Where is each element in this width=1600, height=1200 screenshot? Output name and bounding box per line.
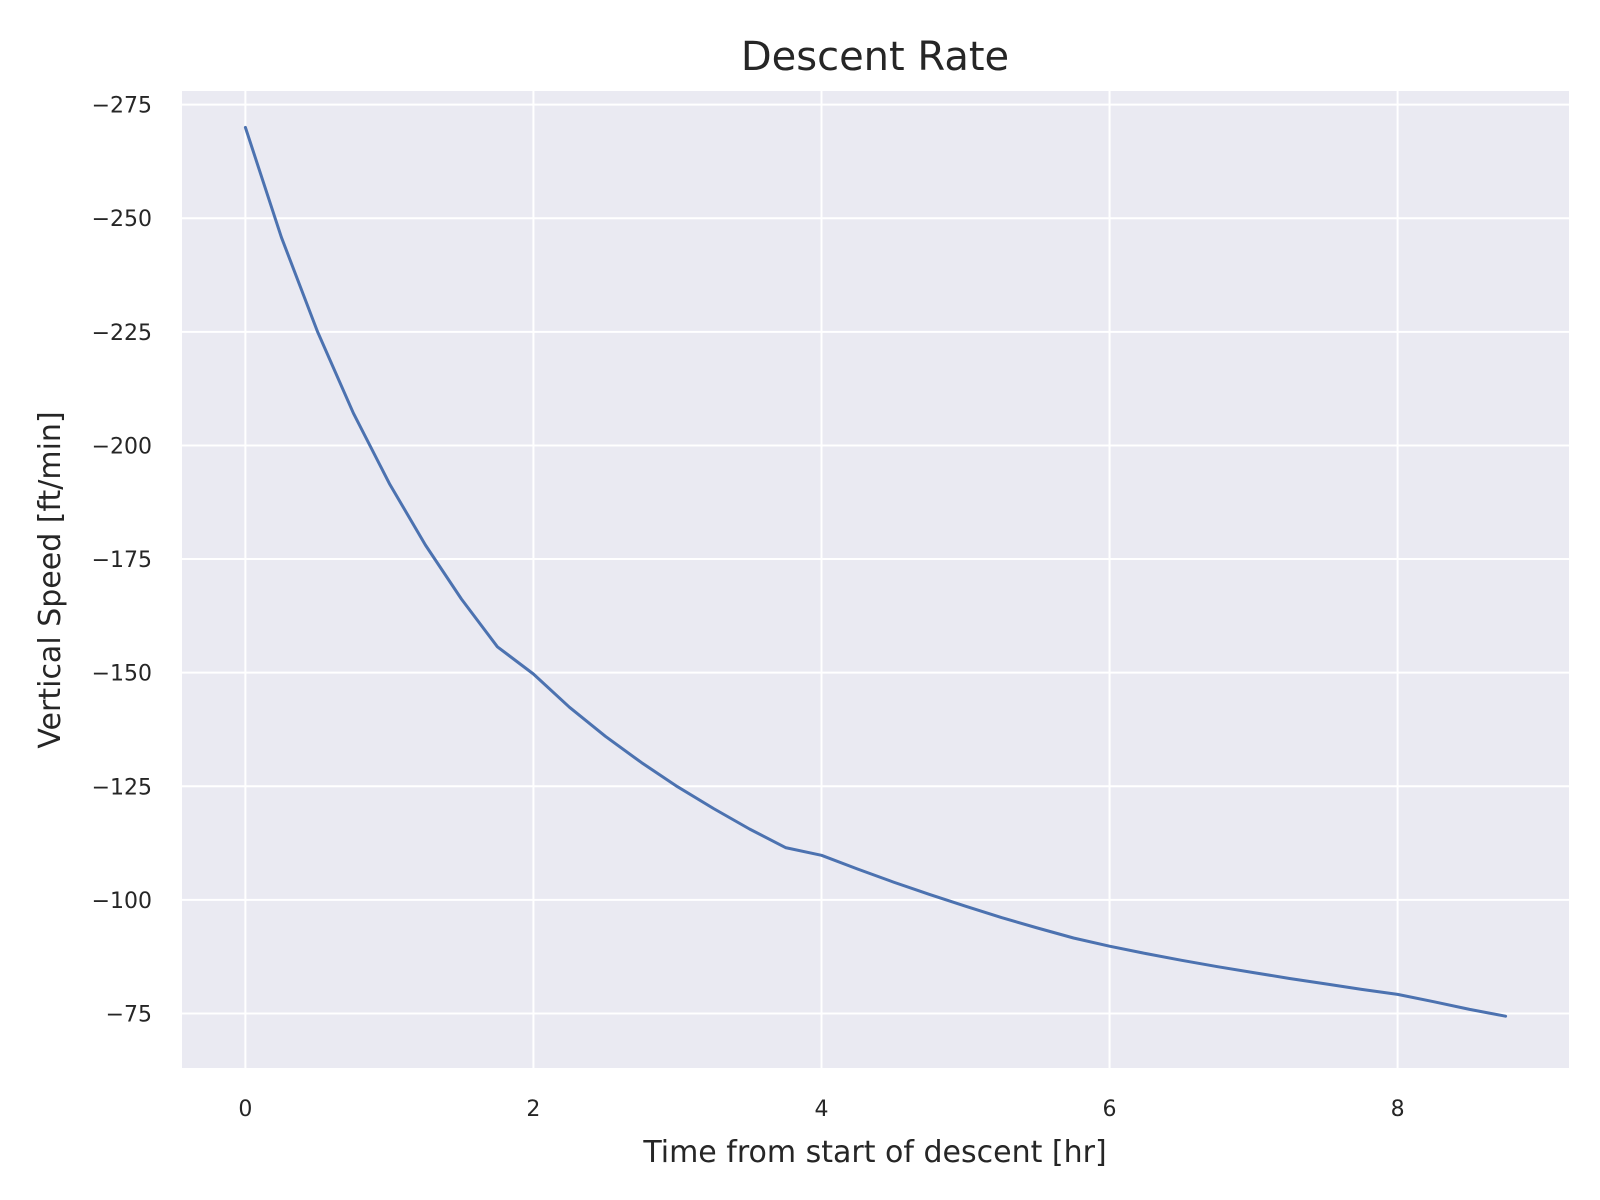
x-tick-label: 8: [1391, 1097, 1405, 1122]
y-tick-label: −275: [92, 94, 152, 119]
series-layer: [243, 125, 1508, 1018]
x-tick-labels: 0 2 4 6 8: [238, 1097, 1404, 1122]
grid: [182, 91, 1569, 1068]
chart-title: Descent Rate: [741, 34, 1009, 80]
series-line: [243, 125, 1508, 1018]
x-tick-label: 2: [526, 1097, 540, 1122]
y-tick-label: −250: [92, 207, 152, 232]
y-tick-label: −225: [92, 321, 152, 346]
y-tick-label: −75: [106, 1002, 152, 1027]
y-tick-label: −100: [92, 889, 152, 914]
x-tick-label: 6: [1103, 1097, 1117, 1122]
x-tick-label: 0: [238, 1097, 252, 1122]
y-tick-label: −175: [92, 548, 152, 573]
x-tick-label: 4: [814, 1097, 828, 1122]
x-axis-label: Time from start of descent [hr]: [642, 1135, 1106, 1170]
y-tick-label: −200: [92, 434, 152, 459]
y-tick-label: −150: [92, 662, 152, 687]
plot-area: [182, 91, 1569, 1068]
y-tick-labels: −275 −250 −225 −200 −175 −150 −125 −100 −75: [92, 94, 152, 1028]
y-tick-label: −125: [92, 775, 152, 800]
y-axis-label: Vertical Speed [ft/min]: [33, 411, 68, 748]
